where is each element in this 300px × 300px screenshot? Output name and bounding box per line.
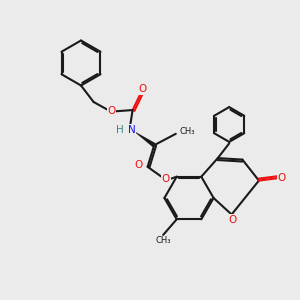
Text: CH₃: CH₃ <box>155 236 171 245</box>
Text: O: O <box>107 106 116 116</box>
Text: N: N <box>128 125 136 135</box>
Text: H: H <box>116 125 124 135</box>
Text: O: O <box>134 160 143 170</box>
Text: O: O <box>228 215 236 225</box>
Text: O: O <box>138 84 147 94</box>
Text: O: O <box>162 174 170 184</box>
Text: O: O <box>278 172 286 183</box>
Polygon shape <box>135 132 156 147</box>
Text: CH₃: CH₃ <box>179 127 195 136</box>
